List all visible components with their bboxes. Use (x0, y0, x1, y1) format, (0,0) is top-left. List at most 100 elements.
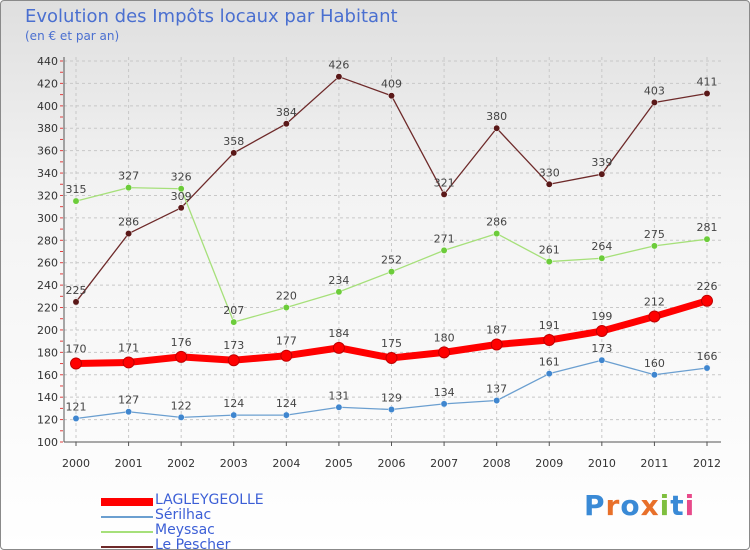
y-tick-label: 260 (37, 257, 58, 270)
data-point (125, 184, 133, 192)
legend-label: Meyssac (155, 522, 215, 538)
data-label: 161 (539, 356, 560, 369)
data-point (438, 346, 451, 359)
data-label: 187 (486, 324, 507, 337)
y-tick-label: 240 (37, 279, 58, 292)
data-point (650, 242, 658, 250)
data-label: 160 (644, 357, 665, 370)
data-point (125, 230, 133, 238)
y-tick-label: 140 (37, 391, 58, 404)
data-label: 403 (644, 84, 665, 97)
data-label: 264 (591, 240, 612, 253)
data-point (545, 258, 553, 266)
y-tick-label: 420 (37, 77, 58, 90)
chart-title: Evolution des Impôts locaux par Habitant (25, 6, 398, 27)
data-point (388, 268, 395, 276)
data-label: 327 (118, 170, 139, 183)
data-point (227, 354, 240, 367)
y-tick-label: 380 (37, 122, 58, 135)
data-label: 124 (276, 397, 297, 410)
data-label: 226 (697, 280, 718, 293)
x-tick-label: 2002 (167, 457, 195, 470)
x-tick-label: 2004 (272, 457, 300, 470)
data-label: 134 (434, 386, 455, 399)
x-tick-label: 2012 (693, 457, 721, 470)
data-label: 252 (381, 254, 402, 267)
y-tick-label: 120 (37, 414, 58, 427)
data-point (650, 99, 658, 106)
x-tick-label: 2008 (483, 457, 511, 470)
data-point (388, 406, 395, 413)
data-point (703, 364, 711, 372)
data-point (280, 349, 293, 362)
data-point (543, 334, 556, 347)
data-point (598, 170, 606, 178)
logo-letter: r (605, 489, 621, 522)
x-tick-label: 2000 (62, 457, 90, 470)
data-point (335, 403, 343, 411)
data-label: 271 (434, 232, 455, 245)
data-label: 234 (328, 274, 349, 287)
data-label: 261 (539, 244, 560, 257)
data-label: 321 (434, 176, 455, 189)
data-point (230, 318, 238, 326)
data-label: 225 (66, 284, 87, 297)
data-label: 173 (591, 342, 612, 355)
data-point (72, 197, 80, 205)
data-point (122, 356, 135, 369)
data-label: 411 (697, 75, 718, 88)
data-point (230, 149, 238, 157)
data-point (177, 204, 185, 212)
x-tick-label: 2006 (378, 457, 406, 470)
data-label: 220 (276, 290, 297, 303)
data-point (282, 304, 290, 311)
data-point (335, 73, 343, 81)
data-label: 281 (697, 221, 718, 234)
data-point (648, 310, 661, 323)
data-point (125, 408, 133, 416)
legend-label: LAGLEYGEOLLE (155, 492, 264, 508)
data-point (72, 298, 80, 306)
x-tick-label: 2011 (640, 457, 668, 470)
legend-swatch (101, 531, 153, 533)
series (70, 73, 713, 422)
data-label: 184 (328, 327, 349, 340)
data-point (703, 90, 711, 97)
data-point (598, 254, 606, 262)
data-labels: 225 286 309 358 384 426 409 321 380 330 339 403 411 3… (66, 59, 718, 414)
x-tick-label: 2009 (535, 457, 563, 470)
data-label: 122 (171, 399, 192, 412)
proxiti-logo: Proxiti (584, 489, 695, 522)
data-label: 315 (66, 183, 87, 196)
grid (64, 57, 721, 443)
data-label: 339 (591, 156, 612, 169)
y-tick-label: 160 (37, 369, 58, 382)
x-tick-label: 2005 (325, 457, 353, 470)
data-point (282, 120, 290, 128)
data-label: 199 (591, 310, 612, 323)
data-label: 170 (66, 343, 87, 356)
data-point (595, 325, 608, 338)
data-label: 286 (486, 216, 507, 229)
data-point (545, 180, 553, 188)
data-label: 171 (118, 341, 139, 354)
y-tick-label: 320 (37, 189, 58, 202)
y-tick-label: 100 (37, 436, 58, 449)
data-point (388, 92, 395, 100)
x-tick-label: 2010 (588, 457, 616, 470)
legend-label: Sérilhac (155, 507, 212, 523)
y-tick-label: 300 (37, 212, 58, 225)
data-point (493, 230, 501, 238)
y-tick-label: 200 (37, 324, 58, 337)
data-point (493, 397, 501, 404)
data-point (598, 356, 606, 364)
data-label: 124 (223, 397, 244, 410)
data-label: 384 (276, 106, 297, 119)
data-label: 309 (171, 190, 192, 203)
data-label: 286 (118, 216, 139, 229)
y-tick-label: 220 (37, 302, 58, 315)
data-label: 175 (381, 337, 402, 350)
data-point (385, 351, 398, 364)
data-point (177, 413, 185, 421)
